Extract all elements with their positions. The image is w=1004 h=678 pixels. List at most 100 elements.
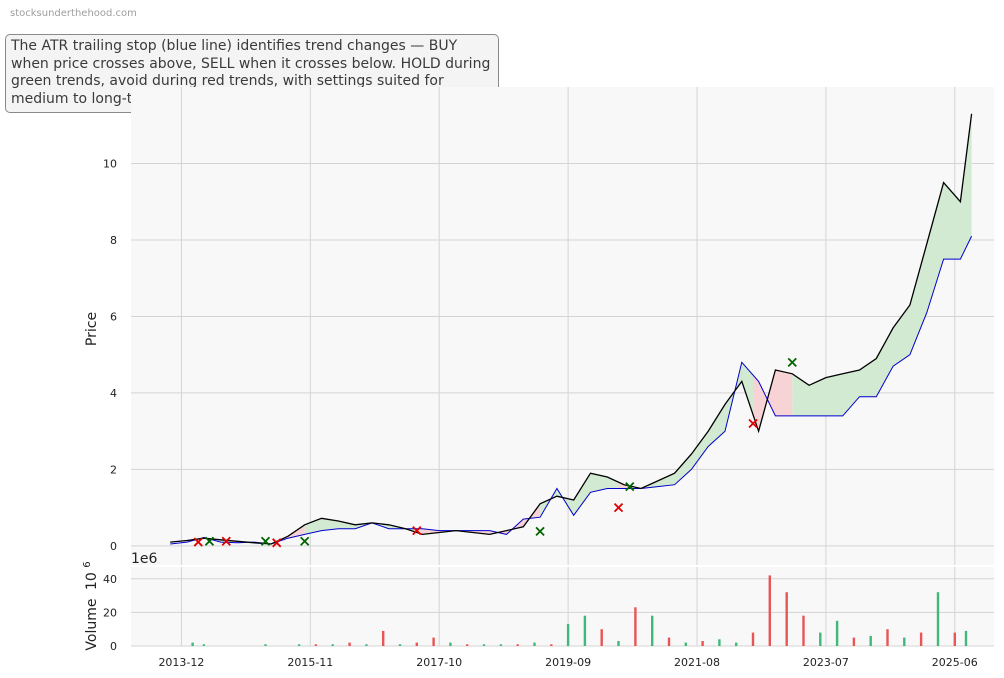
volume-bar	[264, 644, 267, 646]
buy-signal-marker	[260, 536, 271, 546]
signal-stroke	[204, 536, 215, 546]
volume-bar	[852, 637, 856, 646]
signal-stroke	[193, 537, 203, 547]
signal-stroke	[613, 503, 624, 513]
sell-signal-marker	[193, 537, 203, 547]
volume-bar	[684, 642, 687, 646]
volume-bar	[516, 644, 519, 646]
volume-tick-label: 0	[110, 640, 117, 653]
x-tick-label: 2015-11	[287, 656, 333, 669]
volume-axis-label-exp: 6	[82, 561, 93, 567]
volume-bar	[819, 632, 822, 646]
volume-axis-label: Volume 10 6	[82, 561, 100, 650]
volume-bar	[936, 592, 940, 646]
volume-bar	[768, 575, 771, 646]
bear-trend-fill	[416, 503, 541, 535]
volume-bar	[667, 637, 671, 646]
price-tick-label: 6	[110, 310, 117, 323]
volume-bar	[701, 641, 704, 646]
volume-bar	[751, 632, 755, 646]
volume-bar	[297, 644, 301, 646]
price-axis-label: Price	[84, 312, 100, 346]
bull-trend-fill	[540, 473, 619, 518]
sell-signal-marker	[748, 418, 758, 429]
volume-bar	[835, 620, 839, 646]
buy-signal-marker	[787, 357, 797, 367]
bull-trend-fill	[629, 362, 753, 489]
buy-signal-marker	[535, 526, 545, 536]
bear-trend-fill	[753, 370, 793, 432]
volume-tick-label: 40	[103, 573, 117, 586]
x-tick-label: 2017-10	[416, 656, 462, 669]
volume-bar	[651, 615, 654, 646]
volume-bar	[583, 615, 587, 646]
price-panel-background	[131, 87, 994, 565]
volume-bar	[331, 644, 334, 646]
volume-bar	[953, 632, 956, 646]
volume-panel-background	[131, 567, 994, 646]
volume-bar	[466, 644, 469, 646]
volume-bar	[735, 642, 738, 646]
signal-stroke	[412, 525, 422, 536]
volume-bar	[202, 644, 206, 646]
volume-offset-text: 1e6	[131, 551, 158, 567]
volume-bar	[634, 607, 637, 646]
atr-trailing-stop-line	[170, 235, 973, 545]
volume-bar	[449, 642, 452, 646]
volume-axis-label-name: Volume	[84, 599, 100, 651]
volume-bar	[415, 642, 418, 646]
x-tick-label: 2013-12	[158, 656, 204, 669]
signal-stroke	[300, 536, 310, 546]
price-tick-label: 4	[110, 387, 117, 400]
volume-bar	[617, 641, 620, 646]
volume-bar	[718, 639, 721, 646]
signal-stroke	[748, 418, 758, 429]
signal-stroke	[535, 526, 545, 536]
volume-bar	[802, 615, 805, 646]
signal-stroke	[787, 357, 797, 367]
volume-bar	[785, 592, 788, 646]
volume-bar	[499, 644, 503, 646]
volume-bar	[382, 630, 385, 646]
x-tick-label: 2021-08	[674, 656, 720, 669]
volume-bar	[533, 642, 536, 646]
bull-trend-fill	[792, 113, 972, 416]
volume-bar	[314, 644, 318, 646]
volume-bar	[191, 642, 194, 646]
signal-stroke	[625, 481, 635, 492]
price-tick-label: 8	[110, 234, 117, 247]
volume-bar	[964, 630, 968, 646]
volume-bar	[482, 644, 486, 646]
x-axis: 2013-12 2015-11 2017-10 2019-09 2021-08 2023-…	[158, 656, 977, 669]
volume-bar	[432, 637, 435, 646]
sell-signal-marker	[613, 503, 624, 513]
volume-bar	[550, 644, 553, 646]
sell-signal-marker	[412, 525, 422, 536]
price-tick-label: 0	[110, 540, 117, 553]
volume-bar	[903, 637, 906, 646]
price-line	[170, 113, 973, 545]
volume-bar	[365, 644, 368, 646]
volume-bar	[348, 642, 351, 646]
volume-axis-label-unit: 10	[84, 572, 100, 590]
volume-bar	[886, 629, 889, 646]
volume-bar	[919, 632, 923, 646]
volume-bar	[869, 635, 872, 646]
watermark: stocksunderthehood.com	[10, 8, 137, 19]
price-panel: 0 2 4 6 8 10	[103, 87, 994, 565]
volume-tick-label: 20	[103, 606, 117, 619]
price-tick-label: 10	[103, 157, 117, 170]
buy-signal-marker	[300, 536, 310, 546]
buy-signal-marker	[625, 481, 635, 492]
volume-panel: 0 20 40	[103, 567, 994, 653]
volume-bar	[600, 629, 603, 646]
signal-stroke	[221, 536, 231, 546]
buy-signal-marker	[204, 536, 215, 546]
x-tick-label: 2019-09	[545, 656, 591, 669]
volume-bar	[566, 624, 570, 646]
sell-signal-marker	[221, 536, 231, 546]
x-tick-label: 2025-06	[932, 656, 978, 669]
sell-signal-marker	[272, 538, 282, 548]
signal-stroke	[272, 538, 282, 548]
